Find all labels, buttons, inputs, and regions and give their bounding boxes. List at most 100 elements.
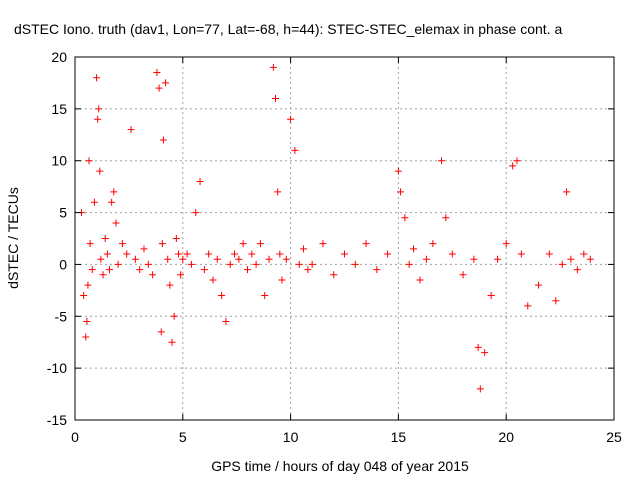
data-point bbox=[222, 317, 230, 325]
data-point bbox=[84, 281, 92, 289]
data-point bbox=[459, 271, 467, 279]
data-point bbox=[155, 84, 163, 92]
data-point bbox=[144, 260, 152, 268]
data-point bbox=[112, 219, 120, 227]
ticks-layer bbox=[74, 56, 615, 421]
data-point bbox=[80, 292, 88, 300]
y-tick-label: 0 bbox=[59, 256, 67, 272]
data-point bbox=[429, 240, 437, 248]
data-point bbox=[243, 266, 251, 274]
data-point bbox=[213, 255, 221, 263]
data-point bbox=[278, 276, 286, 284]
y-tick-label: -10 bbox=[47, 360, 67, 376]
data-point bbox=[362, 240, 370, 248]
data-point bbox=[159, 136, 167, 144]
data-point bbox=[494, 255, 502, 263]
data-point bbox=[97, 255, 105, 263]
data-point bbox=[248, 250, 256, 258]
data-point bbox=[85, 157, 93, 165]
data-point bbox=[269, 63, 277, 71]
y-tick-labels: -15 -10 -5 0 5 10 15 20 bbox=[47, 49, 67, 428]
data-point bbox=[153, 69, 161, 77]
data-point bbox=[179, 255, 187, 263]
data-point bbox=[205, 250, 213, 258]
data-point bbox=[196, 177, 204, 185]
data-point bbox=[276, 250, 284, 258]
data-point bbox=[341, 250, 348, 258]
data-point bbox=[261, 292, 269, 300]
data-point bbox=[105, 266, 113, 274]
data-point bbox=[580, 250, 588, 258]
data-point bbox=[567, 255, 575, 263]
data-point bbox=[136, 266, 144, 274]
x-axis-label: GPS time / hours of day 048 of year 2015 bbox=[211, 458, 469, 474]
data-point bbox=[118, 240, 126, 248]
data-point bbox=[168, 338, 176, 346]
data-point bbox=[442, 214, 450, 222]
data-point bbox=[218, 292, 226, 300]
data-point bbox=[274, 188, 282, 196]
data-point bbox=[416, 276, 424, 284]
data-point bbox=[158, 240, 166, 248]
data-point bbox=[487, 292, 495, 300]
data-point bbox=[319, 240, 327, 248]
data-point bbox=[448, 250, 456, 258]
data-point bbox=[183, 250, 191, 258]
data-point bbox=[174, 250, 182, 258]
data-point bbox=[96, 167, 104, 175]
data-point bbox=[114, 260, 122, 268]
y-tick-label: -5 bbox=[55, 308, 68, 324]
data-point bbox=[82, 333, 90, 341]
data-point bbox=[394, 167, 402, 175]
x-tick-label: 25 bbox=[606, 429, 622, 445]
data-point bbox=[524, 302, 532, 310]
data-point bbox=[166, 281, 174, 289]
data-point bbox=[586, 255, 594, 263]
y-tick-label: 5 bbox=[59, 205, 67, 221]
data-point bbox=[83, 317, 91, 325]
x-tick-labels: 0 5 10 15 20 25 bbox=[71, 429, 622, 445]
data-point bbox=[401, 214, 409, 222]
data-point bbox=[373, 266, 381, 274]
data-point bbox=[291, 146, 299, 154]
y-axis-label: dSTEC / TECUs bbox=[5, 187, 21, 289]
data-point bbox=[535, 281, 543, 289]
grid-layer bbox=[75, 57, 614, 420]
data-point bbox=[552, 297, 560, 305]
data-point bbox=[509, 162, 517, 170]
data-point bbox=[545, 250, 553, 258]
data-point bbox=[308, 260, 316, 268]
data-point bbox=[558, 260, 566, 268]
data-point bbox=[170, 312, 178, 320]
data-point bbox=[162, 79, 170, 87]
data-points bbox=[77, 63, 594, 393]
x-tick-label: 5 bbox=[179, 429, 187, 445]
data-point bbox=[351, 260, 359, 268]
data-point bbox=[287, 115, 295, 123]
data-point bbox=[409, 245, 417, 253]
data-point bbox=[123, 250, 131, 258]
data-point bbox=[131, 255, 139, 263]
x-tick-label: 15 bbox=[391, 429, 407, 445]
data-point bbox=[239, 240, 247, 248]
data-point bbox=[397, 188, 405, 196]
data-point bbox=[103, 250, 111, 258]
data-point bbox=[300, 245, 308, 253]
data-point bbox=[517, 250, 525, 258]
data-point bbox=[438, 157, 446, 165]
data-point bbox=[405, 260, 413, 268]
data-point bbox=[90, 198, 98, 206]
data-point bbox=[140, 245, 148, 253]
data-point bbox=[192, 209, 200, 217]
data-point bbox=[157, 328, 165, 336]
data-point bbox=[94, 115, 102, 123]
y-tick-label: -15 bbox=[47, 412, 67, 428]
data-point bbox=[256, 240, 264, 248]
data-point bbox=[513, 157, 521, 165]
y-tick-label: 15 bbox=[51, 101, 67, 117]
y-tick-label: 10 bbox=[51, 153, 67, 169]
data-point bbox=[209, 276, 217, 284]
data-point bbox=[187, 260, 195, 268]
x-tick-label: 20 bbox=[498, 429, 514, 445]
